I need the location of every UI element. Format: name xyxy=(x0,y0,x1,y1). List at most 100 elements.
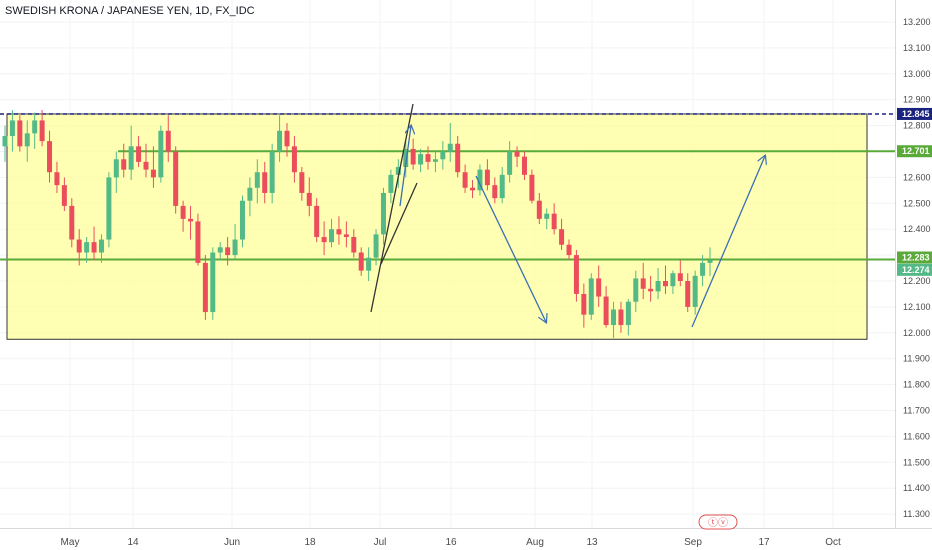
candle[interactable] xyxy=(425,146,431,170)
candle[interactable] xyxy=(662,265,668,294)
candle[interactable] xyxy=(536,192,542,225)
candle[interactable] xyxy=(351,229,357,258)
candle[interactable] xyxy=(440,141,446,170)
channel-line-lower[interactable] xyxy=(380,182,418,265)
candle[interactable] xyxy=(544,208,550,230)
candle[interactable] xyxy=(551,203,557,235)
candle[interactable] xyxy=(291,135,297,183)
candle[interactable] xyxy=(91,226,97,261)
arrow-up-2[interactable] xyxy=(691,156,765,328)
candle[interactable] xyxy=(277,115,283,162)
candle[interactable] xyxy=(217,242,223,261)
candle[interactable] xyxy=(69,198,75,248)
candle[interactable] xyxy=(173,146,179,214)
candle[interactable] xyxy=(84,236,90,263)
candle[interactable] xyxy=(432,151,438,173)
candle[interactable] xyxy=(707,247,713,276)
candle[interactable] xyxy=(113,151,119,193)
candle[interactable] xyxy=(677,260,683,287)
candle[interactable] xyxy=(128,125,134,180)
candle[interactable] xyxy=(611,301,617,338)
candle[interactable] xyxy=(239,195,245,248)
candle[interactable] xyxy=(648,275,654,302)
arrow-up-1[interactable] xyxy=(399,126,411,207)
candle[interactable] xyxy=(61,177,67,212)
candle[interactable] xyxy=(566,239,572,261)
candle[interactable] xyxy=(573,249,579,302)
candle[interactable] xyxy=(202,255,208,320)
candle[interactable] xyxy=(143,143,149,178)
candle[interactable] xyxy=(514,146,520,168)
candle[interactable] xyxy=(700,255,706,287)
candle[interactable] xyxy=(210,247,216,320)
candle[interactable] xyxy=(121,143,127,178)
candle[interactable] xyxy=(321,221,327,256)
candle[interactable] xyxy=(32,112,38,149)
candle[interactable] xyxy=(581,283,587,328)
candle[interactable] xyxy=(232,224,238,261)
candle[interactable] xyxy=(403,141,409,178)
time-axis[interactable]: May 14 Jun 18 Jul 16 Aug 13 Sep 17 Oct xyxy=(61,537,841,548)
candle[interactable] xyxy=(692,270,698,315)
candle[interactable] xyxy=(492,177,498,204)
candle[interactable] xyxy=(262,161,268,204)
candle[interactable] xyxy=(136,135,142,168)
candle[interactable] xyxy=(373,229,379,266)
candle[interactable] xyxy=(284,123,290,157)
candle[interactable] xyxy=(670,270,676,294)
candle[interactable] xyxy=(366,247,372,281)
candle[interactable] xyxy=(24,120,30,162)
candle[interactable] xyxy=(2,125,8,162)
candle[interactable] xyxy=(165,115,171,162)
candle[interactable] xyxy=(254,159,260,204)
candle[interactable] xyxy=(470,179,476,199)
candle[interactable] xyxy=(410,138,416,170)
candle[interactable] xyxy=(618,301,624,333)
candle[interactable] xyxy=(76,229,82,266)
candle[interactable] xyxy=(247,177,253,217)
candle[interactable] xyxy=(106,172,112,248)
candle[interactable] xyxy=(559,218,565,250)
candle[interactable] xyxy=(507,141,513,183)
candle[interactable] xyxy=(388,169,394,204)
candle[interactable] xyxy=(158,125,164,183)
candle[interactable] xyxy=(596,265,602,307)
candle[interactable] xyxy=(462,164,468,193)
candle[interactable] xyxy=(188,205,194,240)
candle[interactable] xyxy=(195,213,201,266)
candle[interactable] xyxy=(521,151,527,180)
candle[interactable] xyxy=(633,270,639,313)
candle[interactable] xyxy=(685,273,691,313)
candle[interactable] xyxy=(47,130,53,183)
channel-line-upper[interactable] xyxy=(370,103,414,313)
candle[interactable] xyxy=(9,110,15,152)
candle[interactable] xyxy=(640,262,646,300)
candle[interactable] xyxy=(225,236,231,266)
candle[interactable] xyxy=(54,161,60,193)
candle[interactable] xyxy=(314,198,320,243)
candle[interactable] xyxy=(343,221,349,248)
candle[interactable] xyxy=(455,135,461,178)
candle[interactable] xyxy=(655,268,661,300)
candle[interactable] xyxy=(418,148,424,173)
candle[interactable] xyxy=(484,159,490,191)
candle[interactable] xyxy=(98,234,104,263)
candle[interactable] xyxy=(336,216,342,245)
candle[interactable] xyxy=(306,177,312,217)
candle[interactable] xyxy=(499,167,505,204)
candle[interactable] xyxy=(329,218,335,248)
candle[interactable] xyxy=(603,286,609,328)
candle[interactable] xyxy=(358,247,364,276)
candle[interactable] xyxy=(299,167,305,201)
candle[interactable] xyxy=(529,169,535,204)
candle[interactable] xyxy=(447,123,453,162)
candle[interactable] xyxy=(39,110,45,147)
candle[interactable] xyxy=(180,200,186,232)
candle[interactable] xyxy=(150,146,156,188)
candle[interactable] xyxy=(17,115,23,152)
candle[interactable] xyxy=(380,187,386,245)
arrow-down[interactable] xyxy=(475,175,546,322)
candle[interactable] xyxy=(269,143,275,204)
candle[interactable] xyxy=(625,299,631,336)
